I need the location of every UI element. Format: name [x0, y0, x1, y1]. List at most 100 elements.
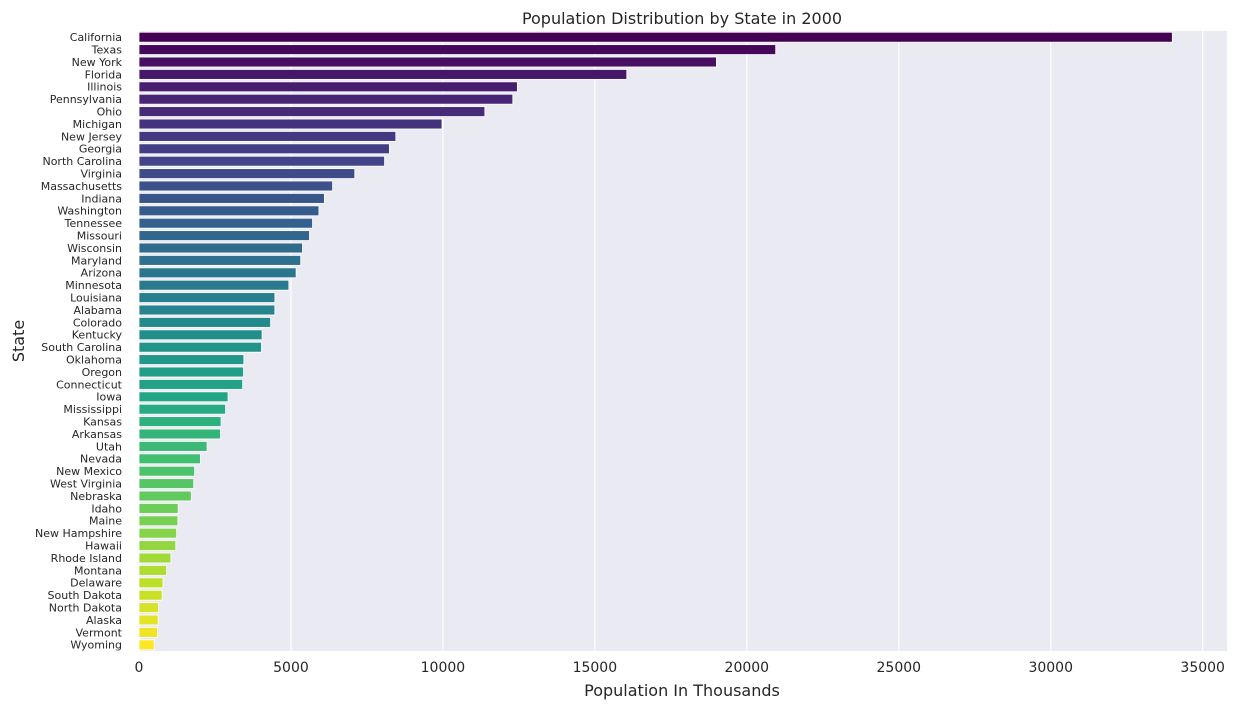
bar — [138, 56, 717, 68]
bar — [138, 106, 486, 117]
bar — [138, 391, 229, 403]
x-tick-label: 0 — [135, 660, 144, 676]
y-tick-label: Massachusetts — [41, 180, 123, 193]
y-tick-label: Arkansas — [72, 428, 122, 441]
y-tick-label: West Virginia — [50, 477, 122, 490]
y-tick-label: Nevada — [80, 453, 122, 466]
y-tick-label: California — [70, 31, 122, 44]
y-tick-label: Montana — [74, 564, 122, 577]
y-tick-label: Wyoming — [70, 639, 122, 652]
bar — [138, 527, 178, 539]
y-tick-label: Kentucky — [72, 329, 123, 342]
bar — [138, 168, 356, 179]
bar — [138, 627, 158, 638]
y-tick-label: North Carolina — [42, 155, 122, 168]
bar — [138, 69, 628, 80]
bar — [138, 602, 159, 613]
bar — [138, 242, 303, 254]
y-tick-label: Alabama — [73, 304, 122, 317]
bar — [138, 31, 1173, 43]
bar — [138, 478, 195, 489]
x-tick-label: 10000 — [421, 660, 466, 676]
y-tick-label: Florida — [85, 68, 122, 81]
y-tick-label: Oregon — [82, 366, 122, 379]
bar — [138, 379, 244, 390]
bar — [138, 441, 208, 452]
bar — [138, 329, 263, 341]
bar — [138, 639, 155, 651]
bar — [138, 205, 320, 217]
y-tick-label: Kansas — [83, 415, 122, 428]
y-tick-label: New Jersey — [61, 130, 123, 143]
bar — [138, 366, 244, 378]
y-tick-label: Louisiana — [70, 291, 122, 304]
y-tick-label: Indiana — [81, 192, 122, 205]
y-tick-label: Rhode Island — [51, 552, 122, 565]
bar — [138, 515, 179, 527]
y-tick-label: Arizona — [81, 267, 122, 280]
x-tick-label: 20000 — [725, 660, 770, 676]
y-tick-label: Alaska — [86, 614, 122, 627]
bar — [138, 81, 518, 93]
bar — [138, 614, 159, 626]
y-tick-label: South Dakota — [48, 589, 122, 602]
bar — [138, 428, 221, 440]
bar — [138, 180, 333, 192]
y-tick-label: New York — [72, 56, 123, 69]
y-tick-label: Michigan — [73, 118, 122, 131]
bar — [138, 403, 227, 415]
bar — [138, 155, 385, 167]
chart-title: Population Distribution by State in 2000 — [522, 9, 842, 28]
y-tick-label: South Carolina — [41, 341, 122, 354]
bar — [138, 279, 290, 291]
y-tick-label: North Dakota — [49, 601, 122, 614]
y-tick-label: Georgia — [79, 143, 122, 156]
x-tick-label: 30000 — [1028, 660, 1073, 676]
bar — [138, 193, 325, 204]
y-tick-label: Minnesota — [65, 279, 122, 292]
bar — [138, 465, 196, 477]
bar — [138, 292, 276, 303]
y-tick-label: Maryland — [71, 254, 122, 267]
y-tick-label: Nebraska — [70, 490, 122, 503]
y-tick-label: Washington — [57, 205, 122, 218]
bar — [138, 540, 177, 551]
y-tick-label: Missouri — [77, 229, 122, 242]
x-tick-label: 5000 — [273, 660, 309, 676]
bar — [138, 490, 192, 502]
y-tick-label: Iowa — [96, 391, 122, 404]
y-tick-label: Utah — [96, 440, 122, 453]
y-tick-label: New Mexico — [56, 465, 122, 478]
y-tick-label: Tennessee — [64, 217, 123, 230]
bar — [138, 93, 514, 105]
y-tick-label: Connecticut — [56, 378, 123, 391]
y-tick-label: Pennsylvania — [50, 93, 122, 106]
y-tick-label: Ohio — [97, 105, 123, 118]
bar — [138, 230, 310, 241]
y-tick-label: Idaho — [91, 502, 122, 515]
bar — [138, 341, 262, 353]
x-tick-label: 15000 — [573, 660, 618, 676]
y-tick-label: Texas — [91, 43, 123, 56]
bar — [138, 565, 168, 576]
x-tick-labels: 0 5000 10000 15000 20000 25000 30000 35000 — [135, 660, 1225, 676]
y-tick-label: Delaware — [70, 577, 122, 590]
y-tick-label: Wisconsin — [67, 242, 122, 255]
bar — [138, 453, 201, 465]
y-tick-label: Oklahoma — [66, 353, 122, 366]
y-tick-label: New Hampshire — [35, 527, 122, 540]
y-tick-label: Hawaii — [85, 539, 122, 552]
y-tick-label: Colorado — [73, 316, 122, 329]
y-tick-label: Maine — [89, 515, 122, 528]
bar — [138, 255, 302, 266]
y-tick-label: Mississippi — [63, 403, 122, 416]
bar — [138, 354, 245, 365]
x-tick-label: 35000 — [1180, 660, 1225, 676]
y-axis-label: State — [9, 320, 28, 362]
bar — [138, 552, 172, 564]
bar — [138, 577, 164, 589]
bars — [138, 31, 1173, 651]
y-tick-label: Vermont — [76, 626, 123, 639]
